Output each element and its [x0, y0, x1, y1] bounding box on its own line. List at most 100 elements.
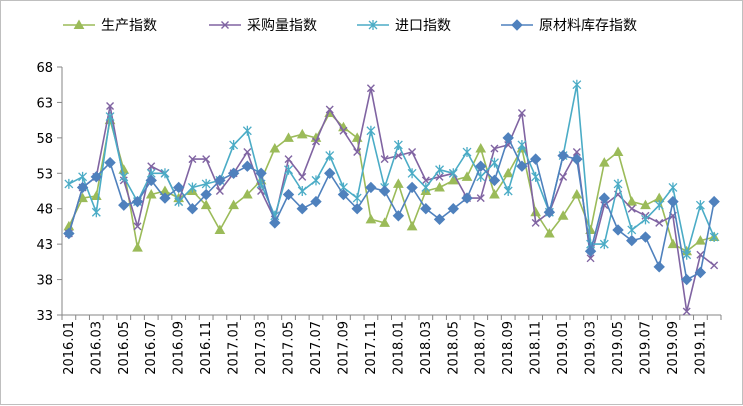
data-point [352, 193, 362, 204]
data-point [490, 157, 499, 168]
data-point [543, 206, 556, 218]
data-point [653, 261, 665, 273]
data-point [269, 217, 281, 229]
data-point [118, 199, 130, 211]
data-point [613, 178, 623, 189]
legend-marker [511, 19, 523, 31]
series-line [68, 137, 715, 281]
data-point [187, 182, 197, 193]
data-point [91, 207, 101, 218]
data-point [433, 213, 446, 226]
data-point [119, 171, 129, 182]
data-point [76, 181, 89, 194]
data-point [228, 199, 239, 210]
data-point [598, 192, 611, 204]
x-tick-label: 2016.09 [172, 321, 187, 375]
data-point [572, 148, 581, 157]
x-tick-label: 2016.07 [144, 321, 159, 375]
data-point [682, 249, 692, 260]
data-point [626, 234, 638, 247]
data-point [310, 195, 322, 208]
data-point [392, 210, 405, 222]
data-point [214, 174, 226, 187]
data-point [283, 132, 294, 142]
data-point [667, 238, 679, 249]
x-tick-label: 2017.07 [309, 321, 324, 375]
data-point [641, 214, 650, 225]
data-point [298, 172, 307, 181]
data-point [502, 132, 514, 144]
data-point [104, 156, 116, 169]
data-point [200, 199, 212, 210]
y-tick-label: 38 [36, 274, 53, 289]
data-point [598, 157, 610, 167]
x-tick-label: 2017.09 [336, 321, 351, 375]
y-tick-label: 43 [36, 238, 53, 253]
legend-marker [73, 19, 85, 29]
legend-marker [368, 20, 378, 30]
legend-item: 原材料库存指数 [501, 18, 637, 34]
x-tick-label: 2016.03 [89, 321, 104, 375]
legend-label: 采购量指数 [247, 18, 317, 34]
data-point [434, 181, 445, 192]
x-tick-label: 2019.05 [611, 321, 626, 375]
data-point [147, 162, 156, 171]
data-point [365, 213, 377, 224]
legend-label: 原材料库存指数 [539, 18, 637, 34]
series-4 [63, 132, 720, 286]
data-point [708, 195, 720, 208]
x-tick-label: 2018.07 [474, 321, 489, 375]
data-point [200, 188, 212, 201]
x-tick-label: 2016.05 [117, 321, 132, 375]
x-tick-label: 2017.03 [254, 321, 269, 375]
data-point [475, 142, 487, 153]
data-point [186, 203, 199, 215]
data-point [269, 142, 281, 153]
data-point [297, 186, 307, 196]
data-point [408, 148, 417, 157]
data-point [571, 153, 583, 165]
data-point [530, 206, 542, 217]
data-point [325, 105, 334, 114]
data-point [242, 125, 252, 136]
x-tick-label: 2016.11 [199, 321, 214, 375]
data-point [695, 200, 705, 211]
data-point [517, 139, 527, 150]
data-point [284, 164, 293, 175]
data-point [490, 144, 499, 153]
data-point [378, 185, 391, 197]
data-point [393, 178, 404, 188]
y-tick-label: 33 [36, 309, 53, 324]
y-tick-label: 68 [36, 61, 53, 76]
data-point [380, 155, 389, 164]
y-tick-label: 53 [36, 167, 53, 182]
data-point [557, 149, 569, 162]
x-tick-label: 2019.03 [584, 321, 599, 375]
y-tick-label: 63 [36, 96, 53, 111]
data-point [420, 203, 432, 215]
data-point [694, 266, 707, 279]
data-point [311, 175, 321, 186]
legend-label: 进口指数 [395, 18, 451, 34]
data-point [531, 218, 540, 227]
data-point [78, 171, 88, 182]
data-point [255, 167, 267, 179]
data-point [365, 181, 377, 194]
data-point [227, 167, 240, 179]
data-point [145, 174, 157, 187]
data-point [461, 171, 473, 181]
y-tick-label: 58 [36, 132, 53, 147]
data-point [476, 194, 485, 203]
data-point [517, 109, 526, 118]
data-point [572, 79, 582, 90]
data-point [284, 155, 293, 164]
data-point [559, 172, 568, 181]
data-point [243, 148, 252, 157]
data-point [571, 189, 583, 199]
data-point [695, 235, 706, 245]
data-point [241, 160, 254, 172]
data-point [435, 172, 444, 181]
x-tick-label: 2018.09 [501, 321, 516, 375]
data-point [654, 200, 664, 211]
data-point [325, 150, 335, 161]
